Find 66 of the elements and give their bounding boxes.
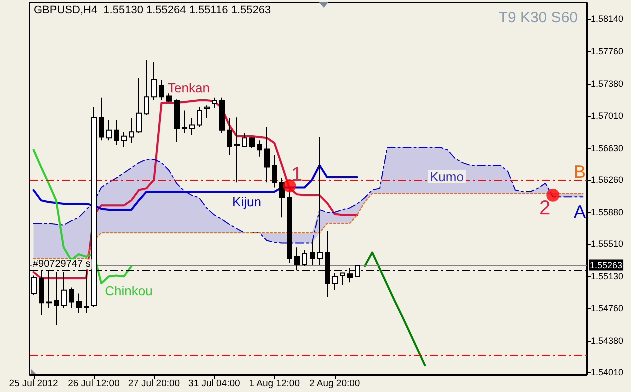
candlestick: [54, 272, 59, 326]
annotation: Kumo: [430, 170, 464, 184]
y-tick-label: 1.54010: [591, 367, 624, 378]
candlestick: [242, 132, 247, 148]
line-series: [32, 149, 133, 284]
y-tick-label: 1.54760: [591, 303, 624, 314]
candlestick: [114, 120, 119, 146]
y-tick-label: 1.57010: [591, 110, 624, 121]
series-label: A: [574, 202, 586, 222]
candlestick: [69, 287, 74, 309]
candlestick: [182, 110, 187, 134]
y-tick-label: 1.58140: [591, 14, 624, 24]
candlestick: [129, 118, 134, 144]
candlestick: [219, 97, 225, 134]
line-series: [32, 99, 358, 280]
candlestick: [234, 117, 240, 184]
series-label: Kijun: [232, 194, 262, 210]
x-tick-label: 31 Jul 04:00: [188, 378, 240, 390]
candlestick: [272, 154, 277, 188]
candlestick: [166, 93, 172, 103]
candlestick: [189, 118, 195, 136]
candlestick: [227, 118, 232, 156]
candlestick: [197, 106, 202, 128]
line-series: [364, 252, 426, 367]
candlestick: [249, 136, 255, 149]
annotation: T9 K30 S60: [498, 10, 578, 26]
candlestick: [264, 126, 270, 184]
y-tick-label: 1.54380: [591, 336, 624, 346]
series-label: Chinkou: [105, 284, 153, 298]
candlestick: [287, 190, 292, 264]
ref-line-label: 1.55263: [590, 260, 623, 270]
chart-title: GBPUSD,H4 1.55130 1.55264 1.55116 1.55263: [34, 4, 272, 16]
candlestick: [99, 97, 104, 142]
candlestick: [106, 120, 112, 142]
y-tick-label: 1.55130: [591, 272, 624, 282]
candlestick: [212, 97, 217, 109]
y-tick-label: 1.57760: [591, 46, 624, 57]
candlestick: [257, 140, 262, 158]
y-tick-label: 1.57380: [591, 79, 624, 90]
candlestick: [310, 240, 315, 266]
candlestick: [76, 293, 82, 314]
candlestick: [159, 79, 164, 101]
candlestick: [302, 250, 307, 267]
x-tick-label: 26 Jul 12:00: [68, 378, 120, 390]
x-tick-label: 1 Aug 12:00: [249, 378, 300, 390]
annotation: 1: [291, 164, 303, 186]
x-tick-label: 2 Aug 20:00: [309, 378, 360, 390]
x-tick-label: 25 Jul 2012: [9, 378, 58, 390]
candlestick: [174, 99, 180, 143]
x-tick-label: 27 Jul 20:00: [128, 378, 180, 390]
candlestick: [144, 60, 149, 116]
candlestick: [136, 78, 142, 134]
candlestick: [121, 132, 127, 148]
ref-line-label: #90729747 s: [33, 259, 91, 270]
series-label: B: [574, 162, 586, 182]
series-label: Tenkan: [168, 80, 210, 96]
candlestick: [204, 105, 210, 119]
candlestick: [317, 136, 323, 266]
y-tick-label: 1.56260: [591, 175, 624, 186]
y-tick-label: 1.56630: [591, 143, 624, 154]
candlestick: [279, 178, 285, 218]
y-tick-label: 1.55510: [591, 239, 624, 250]
candlestick: [332, 272, 338, 291]
candlestick: [151, 62, 157, 101]
y-tick-label: 1.55880: [591, 208, 624, 218]
annotation: 2: [539, 197, 551, 220]
